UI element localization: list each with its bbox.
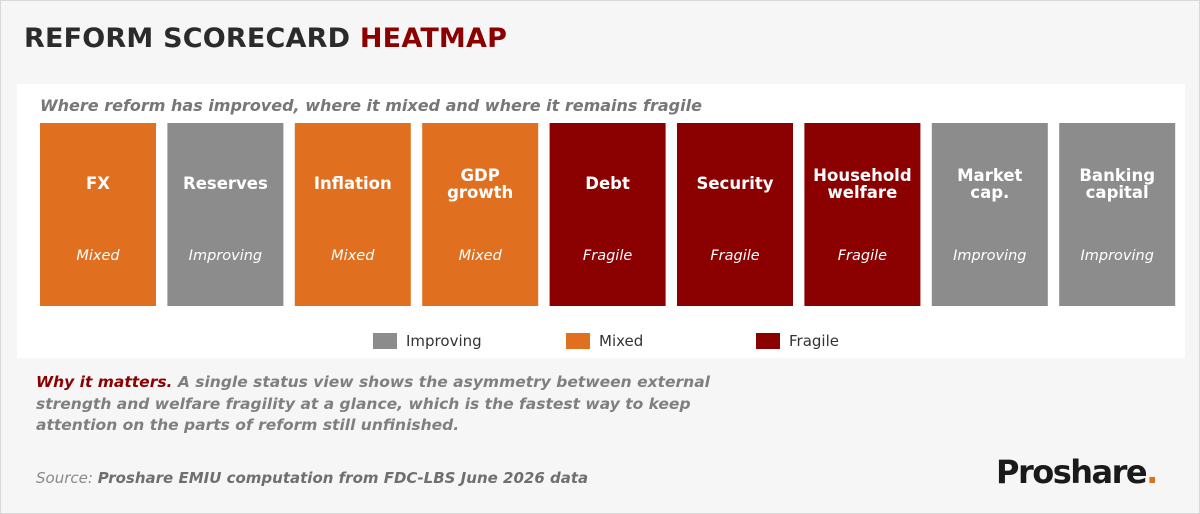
- source-text: Proshare EMIU computation from FDC-LBS J…: [97, 469, 589, 487]
- title-accent: HEATMAP: [359, 23, 508, 54]
- source-note: Source: Proshare EMIU computation from F…: [36, 469, 588, 487]
- why-it-matters: Why it matters. A single status view sho…: [36, 372, 776, 437]
- logo-text: Proshare: [996, 453, 1148, 491]
- proshare-logo: Proshare.: [996, 453, 1158, 491]
- source-label: Source:: [36, 469, 93, 487]
- why-body: A single status view shows the asymmetry…: [36, 373, 710, 434]
- title-main: REFORM SCORECARD: [24, 23, 351, 54]
- logo-dot: .: [1146, 453, 1158, 491]
- chart-panel: [17, 84, 1185, 358]
- page-title: REFORM SCORECARD HEATMAP: [24, 23, 507, 54]
- chart-subtitle: Where reform has improved, where it mixe…: [40, 96, 702, 115]
- why-lead: Why it matters.: [36, 373, 173, 391]
